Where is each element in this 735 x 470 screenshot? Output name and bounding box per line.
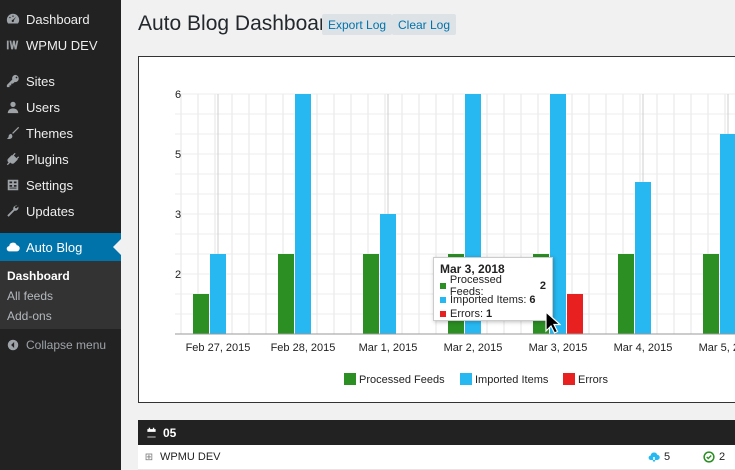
themes-icon: [0, 126, 26, 140]
bar-imported-items: [635, 182, 651, 334]
menu-plugins[interactable]: Plugins: [0, 146, 121, 172]
legend-label: Imported Items: [475, 374, 549, 386]
x-tick-label: Feb 28, 2015: [271, 342, 336, 354]
tooltip-value: 1: [486, 308, 493, 320]
users-icon: [0, 100, 26, 114]
log-row[interactable]: ⊞ WPMU DEV 5 2: [138, 445, 735, 470]
activity-chart: 2 3 5 6 Feb 27, 2015 Feb 28, 2015 Mar 1, 2015 M…: [138, 56, 735, 403]
mouse-cursor-icon: [545, 311, 561, 334]
menu-label: Sites: [26, 73, 55, 89]
updates-icon: [0, 204, 26, 218]
collapse-menu-button[interactable]: Collapse menu: [0, 332, 121, 358]
tooltip-label: Processed Feeds:: [449, 274, 502, 298]
imported-count: 5: [664, 451, 671, 463]
legend-swatch: [344, 373, 356, 385]
expand-icon[interactable]: ⊞: [144, 451, 154, 463]
tooltip-swatch: [440, 311, 446, 317]
collapse-arrow-icon: [0, 339, 26, 351]
cloud-icon: [0, 240, 26, 254]
page-title: Auto Blog Dashboard: [138, 12, 338, 35]
log-day-header: 05: [138, 420, 735, 445]
active-indicator: [113, 239, 121, 255]
legend-label: Errors: [578, 374, 608, 386]
tooltip-row-processed: Processed Feeds: 2: [440, 274, 546, 298]
processed-stat: 2: [703, 451, 725, 463]
menu-label: Dashboard: [26, 11, 90, 27]
x-tick-label: Mar 2, 2015: [444, 342, 503, 354]
menu-themes[interactable]: Themes: [0, 120, 121, 146]
tooltip-swatch: [440, 283, 446, 289]
sites-icon: [0, 74, 26, 88]
imported-stat: 5: [648, 451, 670, 463]
menu-label: Updates: [26, 203, 75, 219]
tooltip-row-errors: Errors: 1: [440, 307, 546, 321]
menu-auto-blog[interactable]: Auto Blog: [0, 233, 121, 261]
menu-wpmudev[interactable]: WPMU DEV: [0, 32, 121, 58]
cloud-download-icon: [648, 452, 660, 463]
tooltip-label: Imported Items:: [450, 294, 527, 306]
menu-label: WPMU DEV: [26, 37, 98, 53]
settings-icon: [0, 178, 26, 192]
menu-dashboard[interactable]: Dashboard: [0, 6, 121, 32]
y-tick-label: 3: [175, 209, 181, 221]
check-circle-icon: [703, 451, 715, 463]
collapse-label: Collapse menu: [26, 338, 107, 352]
bar-imported-items: [295, 94, 311, 334]
menu-updates[interactable]: Updates: [0, 198, 121, 224]
menu-label: Settings: [26, 177, 73, 193]
chart-canvas: 2 3 5 6 Feb 27, 2015 Feb 28, 2015 Mar 1, 2015 M…: [175, 89, 735, 386]
tooltip-value: 2: [539, 280, 546, 292]
tooltip-title: Mar 3, 2018: [440, 262, 505, 276]
menu-label: Users: [26, 99, 60, 115]
bar-processed-feeds: [363, 254, 379, 334]
legend-swatch: [563, 373, 575, 385]
wpmudev-icon: [0, 38, 26, 52]
bar-imported-items: [720, 134, 735, 334]
legend-swatch: [460, 373, 472, 385]
y-tick-label: 6: [175, 89, 181, 101]
x-tick-label: Mar 4, 2015: [614, 342, 673, 354]
bar-imported-items: [380, 214, 396, 334]
y-tick-label: 2: [175, 269, 181, 281]
export-log-button[interactable]: Export Log: [322, 14, 393, 35]
menu-sites[interactable]: Sites: [0, 68, 121, 94]
menu-label: Themes: [26, 125, 73, 141]
menu-settings[interactable]: Settings: [0, 172, 121, 198]
bar-imported-items: [550, 94, 566, 334]
processed-count: 2: [719, 451, 726, 463]
x-tick-label: Mar 5, 2015: [699, 342, 735, 354]
bar-processed-feeds: [618, 254, 634, 334]
tooltip-swatch: [440, 297, 446, 303]
legend-label: Processed Feeds: [359, 374, 445, 386]
menu-label: Plugins: [26, 151, 69, 167]
plugins-icon: [0, 152, 26, 166]
dashboard-icon: [0, 12, 26, 26]
bar-errors: [567, 294, 583, 334]
submenu-all-feeds[interactable]: All feeds: [7, 289, 54, 303]
bar-imported-items: [210, 254, 226, 334]
tooltip-row-imported: Imported Items: 6: [440, 293, 546, 307]
auto-blog-submenu: Dashboard All feeds Add-ons: [0, 261, 121, 329]
log-day-label: 05: [163, 425, 177, 440]
chart-tooltip: Mar 3, 2018 Processed Feeds: 2 Imported …: [433, 257, 553, 321]
x-tick-label: Mar 1, 2015: [359, 342, 418, 354]
calendar-icon: [147, 427, 156, 438]
tooltip-value: 6: [529, 294, 536, 306]
tooltip-label: Errors:: [450, 308, 483, 320]
y-tick-label: 5: [175, 149, 181, 161]
menu-label: Auto Blog: [26, 239, 83, 255]
log-section: 05 ⊞ WPMU DEV 5 2: [138, 420, 735, 470]
bar-processed-feeds: [193, 294, 209, 334]
x-tick-label: Mar 3, 2015: [529, 342, 588, 354]
clear-log-button[interactable]: Clear Log: [392, 14, 457, 35]
submenu-dashboard[interactable]: Dashboard: [7, 269, 70, 283]
x-tick-label: Feb 27, 2015: [186, 342, 251, 354]
bar-processed-feeds: [703, 254, 719, 334]
submenu-add-ons[interactable]: Add-ons: [7, 309, 52, 323]
log-row-name: WPMU DEV: [160, 451, 221, 463]
menu-users[interactable]: Users: [0, 94, 121, 120]
bar-processed-feeds: [278, 254, 294, 334]
admin-sidebar: Dashboard WPMU DEV Sites Users Themes Pl…: [0, 0, 121, 470]
